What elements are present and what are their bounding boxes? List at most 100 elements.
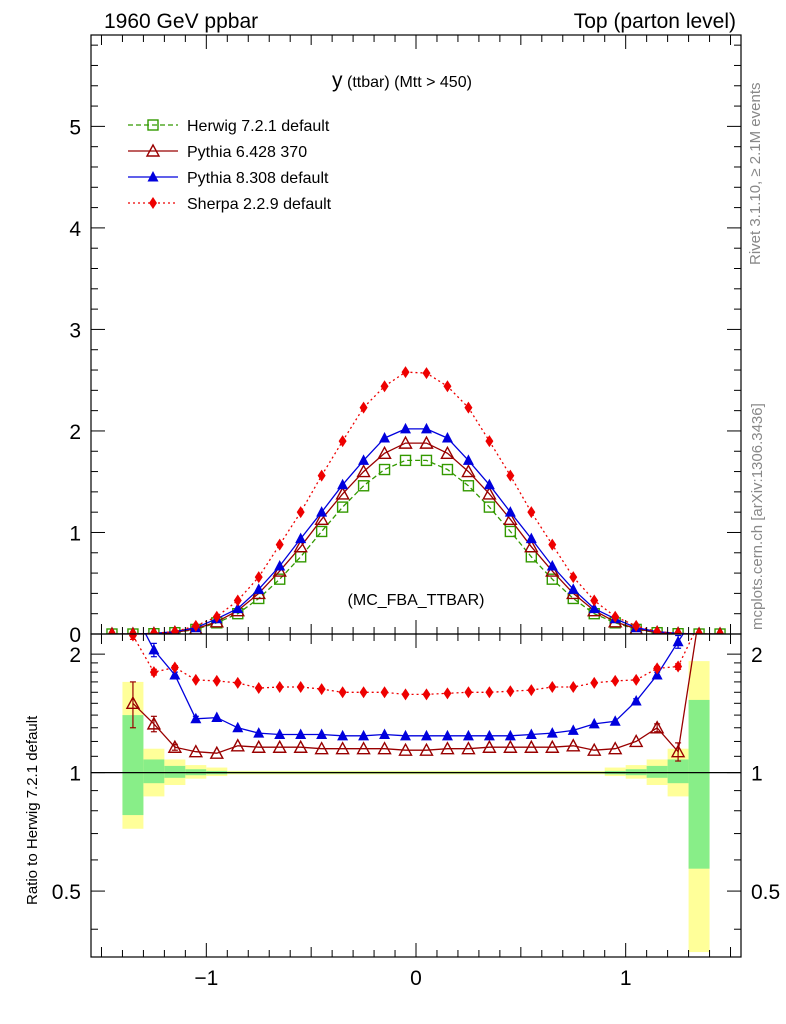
main-point-3-29	[716, 628, 725, 634]
ratio-band-group	[122, 661, 710, 953]
ratio-point-0-9	[314, 741, 329, 755]
main-ytick-label-5: 5	[69, 116, 81, 139]
legend-label-2: Pythia 8.308 default	[187, 170, 329, 187]
ratio-point-2-16	[464, 686, 473, 699]
ratio-point-0-8	[293, 739, 308, 753]
main-point-3-9	[296, 506, 305, 519]
ratio-point-0-25	[649, 720, 665, 734]
band-inner-8	[646, 765, 668, 778]
main-point-3-2	[149, 627, 158, 634]
legend-marker-1	[145, 143, 161, 157]
main-point-3-25	[632, 619, 641, 632]
ratio-point-0-6	[251, 739, 266, 753]
ratio-point-1-27	[694, 603, 705, 614]
ratio-point-0-17	[482, 739, 497, 753]
main-point-3-22	[569, 571, 578, 584]
ratio-point-0-16	[461, 741, 476, 755]
main-point-0-16	[441, 463, 454, 476]
header-right: Top (parton level)	[574, 10, 736, 33]
ratio-point-1-2	[169, 669, 181, 680]
ratio-xtick-label-0: −1	[194, 967, 218, 990]
ratio-point-0-21	[566, 738, 581, 752]
legend-marker-0	[147, 119, 159, 131]
main-point-1-14	[398, 435, 413, 449]
main-plot-panel: y (ttbar) (Mtt > 450) (MC_FBA_TTBAR) Herwi…	[69, 34, 742, 647]
ratio-point-0-5	[230, 738, 245, 752]
ratio-point-1-12	[379, 728, 391, 739]
ratio-point-0-11	[356, 741, 371, 755]
ratio-point-1-17	[483, 729, 495, 741]
main-point-3-17	[464, 401, 473, 414]
ratio-point-0-22	[587, 742, 602, 756]
main-point-1-12	[356, 464, 371, 478]
main-point-2-17	[462, 454, 474, 465]
ratio-point-0-14	[419, 742, 434, 756]
main-point-1-16	[440, 445, 455, 459]
watermark: (MC_FBA_TTBAR)	[348, 592, 485, 609]
main-point-3-18	[485, 435, 494, 448]
ratio-point-2-9	[317, 683, 326, 696]
main-point-2-14	[400, 422, 412, 434]
main-point-3-4	[191, 619, 200, 632]
ratio-data-group	[125, 603, 705, 762]
ratio-point-0-2	[167, 739, 183, 753]
main-point-0-13	[378, 463, 391, 476]
main-point-2-9	[295, 532, 307, 544]
main-point-3-12	[359, 401, 368, 414]
ratio-point-0-23	[608, 741, 623, 755]
main-point-2-7	[253, 583, 265, 594]
main-point-3-26	[653, 625, 662, 634]
ratio-point-2-1	[149, 666, 158, 679]
main-point-3-24	[611, 610, 620, 623]
ratio-point-1-11	[358, 729, 370, 741]
legend-label-3: Sherpa 2.2.9 default	[187, 196, 332, 213]
ratio-point-2-13	[401, 688, 410, 701]
main-point-3-11	[338, 435, 347, 448]
ratio-ytick-label-right-2: 2	[751, 644, 763, 667]
ratio-point-2-3	[191, 673, 200, 686]
main-point-0-11	[336, 501, 349, 513]
ratio-ytick-label-left-0: 0.5	[52, 881, 81, 904]
ratio-point-1-7	[274, 728, 286, 739]
main-point-3-14	[401, 366, 410, 379]
header-left: 1960 GeV ppbar	[104, 10, 258, 33]
main-point-3-19	[506, 469, 515, 482]
ratio-point-2-0	[128, 634, 137, 642]
ratio-point-1-8	[295, 728, 307, 739]
ratio-point-0-12	[377, 741, 392, 755]
main-point-3-7	[254, 571, 263, 584]
band-inner-9	[667, 759, 689, 784]
band-inner-1	[143, 759, 165, 784]
main-point-3-28	[695, 627, 704, 634]
ratio-point-1-14	[420, 729, 432, 741]
mcplots-label: mcplots.cern.ch [arXiv:1306.3436]	[749, 403, 766, 630]
ratio-xtick-label-1: 0	[410, 967, 422, 990]
main-point-1-20	[524, 539, 539, 553]
ratio-point-2-25	[653, 662, 662, 675]
ratio-point-2-24	[632, 673, 641, 686]
main-point-1-19	[503, 511, 518, 525]
legend-label-1: Pythia 6.428 370	[187, 144, 307, 161]
ratio-point-0-7	[272, 739, 287, 753]
main-point-3-13	[380, 380, 389, 393]
band-inner-10	[688, 699, 710, 869]
band-inner-2	[164, 765, 186, 778]
main-point-2-11	[337, 478, 349, 490]
ratio-point-1-13	[400, 729, 412, 741]
ratio-point-0-18	[503, 739, 518, 753]
ratio-point-0-20	[545, 739, 560, 753]
main-point-2-13	[379, 432, 391, 443]
ratio-point-1-20	[546, 727, 558, 738]
main-point-3-0	[107, 628, 116, 634]
ratio-point-1-4	[211, 711, 223, 723]
ratio-point-2-7	[275, 681, 284, 694]
main-point-0-17	[462, 480, 475, 492]
ratio-point-2-17	[485, 686, 494, 699]
main-point-3-5	[212, 610, 221, 623]
ratio-point-2-15	[443, 687, 452, 700]
main-point-2-16	[441, 432, 453, 443]
ratio-point-0-4	[209, 745, 224, 759]
main-point-1-11	[335, 486, 350, 500]
ratio-point-2-14	[422, 688, 431, 701]
main-point-3-6	[233, 594, 242, 607]
